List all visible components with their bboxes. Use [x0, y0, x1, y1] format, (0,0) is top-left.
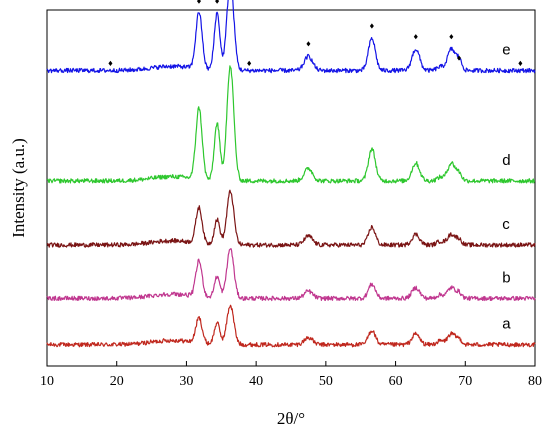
series-tag-c: c [502, 216, 510, 233]
x-tick-label: 20 [110, 374, 124, 389]
x-tick-label: 10 [40, 374, 54, 389]
x-tick-label: 50 [319, 374, 333, 389]
x-axis-ticks: 10 20 30 40 50 60 70 80 [40, 361, 542, 389]
series-tag-d: d [502, 152, 510, 169]
peak-marker [369, 23, 374, 29]
peak-marker [413, 34, 418, 40]
series-line-d [46, 65, 536, 184]
peak-marker [518, 60, 523, 66]
peak-marker [108, 60, 113, 66]
series-layer [46, 0, 536, 348]
plot-frame [46, 9, 536, 367]
x-tick-label: 80 [528, 374, 542, 389]
series-line-a [46, 304, 536, 348]
series-line-e [46, 0, 536, 74]
x-axis-label: 2θ/° [277, 409, 305, 428]
peak-markers [108, 0, 523, 66]
series-tag-a: a [502, 316, 511, 333]
x-tick-label: 30 [179, 374, 193, 389]
y-axis-label: Intensity (a.u.) [9, 138, 28, 238]
series-line-b [46, 248, 536, 302]
series-line-c [46, 189, 536, 248]
x-tick-label: 70 [458, 374, 472, 389]
x-tick-label: 60 [389, 374, 403, 389]
x-tick-label: 40 [249, 374, 263, 389]
peak-marker [247, 60, 252, 66]
peak-marker [449, 34, 454, 40]
peak-marker [306, 41, 311, 47]
peak-marker [457, 55, 462, 61]
series-tags: a b c d e [502, 42, 511, 333]
series-tag-e: e [502, 42, 510, 59]
peak-marker [196, 0, 201, 4]
series-tag-b: b [502, 269, 510, 286]
peak-marker [215, 0, 220, 4]
